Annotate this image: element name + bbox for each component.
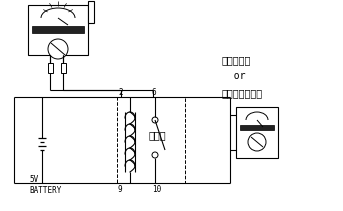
Text: リレー: リレー bbox=[149, 130, 167, 140]
Bar bbox=[32, 26, 84, 33]
Text: 2: 2 bbox=[118, 88, 123, 97]
Circle shape bbox=[248, 133, 266, 151]
Text: 10: 10 bbox=[152, 185, 161, 194]
Bar bbox=[61, 63, 66, 73]
Text: 9: 9 bbox=[118, 185, 123, 194]
Bar bbox=[88, 1, 94, 23]
Bar bbox=[117, 97, 185, 183]
Circle shape bbox=[152, 152, 158, 158]
Bar bbox=[28, 5, 88, 55]
Text: 6: 6 bbox=[152, 88, 157, 97]
Circle shape bbox=[152, 117, 158, 123]
Bar bbox=[240, 125, 274, 130]
Bar bbox=[48, 63, 53, 73]
Text: 5V
BATTERY: 5V BATTERY bbox=[29, 175, 61, 195]
Circle shape bbox=[48, 39, 68, 59]
Text: 導通レンジ
  or
抵抗測定レンジ: 導通レンジ or 抵抗測定レンジ bbox=[222, 55, 263, 98]
Bar bbox=[236, 107, 278, 158]
